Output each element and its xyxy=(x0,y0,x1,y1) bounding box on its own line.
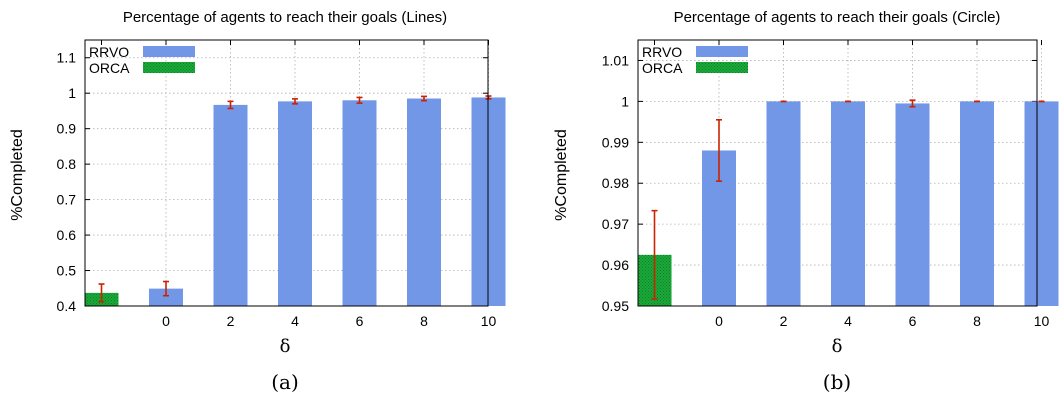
chart-title: Percentage of agents to reach their goal… xyxy=(123,9,447,26)
legend-swatch xyxy=(696,62,748,73)
x-tick-label: 10 xyxy=(1034,313,1050,329)
x-axis-label: δ xyxy=(280,336,291,357)
x-tick-label: 10 xyxy=(481,313,497,329)
rrvo-bar xyxy=(831,101,865,306)
x-axis-label: δ xyxy=(832,336,843,357)
legend-swatch xyxy=(143,46,195,57)
rrvo-bar xyxy=(407,98,441,307)
plot-frame xyxy=(84,39,489,307)
x-tick-label: 0 xyxy=(715,313,723,329)
y-tick-label: 0.6 xyxy=(57,227,77,243)
y-tick-label: 0.7 xyxy=(57,192,77,208)
y-tick-label: 1.01 xyxy=(602,52,629,68)
rrvo-bar xyxy=(213,104,248,307)
y-axis-label: %Completed xyxy=(9,129,26,221)
chart-circle: Percentage of agents to reach their goal… xyxy=(553,9,1059,394)
plot-frame xyxy=(637,39,1038,307)
y-tick-label: 0.96 xyxy=(602,257,629,273)
x-tick-label: 0 xyxy=(162,313,170,329)
y-tick-label: 0.8 xyxy=(57,156,77,172)
x-tick-label: 8 xyxy=(420,313,428,329)
chart-caption: (a) xyxy=(271,370,299,394)
y-axis-label: %Completed xyxy=(553,129,570,221)
y-tick-label: 1 xyxy=(68,85,76,101)
legend-label: ORCA xyxy=(89,60,130,76)
x-tick-label: 6 xyxy=(356,313,364,329)
x-tick-label: 4 xyxy=(844,313,852,329)
legend-swatch xyxy=(143,62,195,73)
chart-caption: (b) xyxy=(823,370,851,394)
x-tick-label: 4 xyxy=(291,313,299,329)
rrvo-bar xyxy=(960,101,994,306)
rrvo-bar xyxy=(149,288,183,306)
legend-label: RRVO xyxy=(89,44,129,60)
legend-swatch xyxy=(696,46,748,57)
y-tick-label: 1 xyxy=(621,93,629,109)
y-tick-label: 0.99 xyxy=(602,134,629,150)
x-tick-label: 2 xyxy=(227,313,235,329)
x-tick-label: 6 xyxy=(909,313,917,329)
y-tick-label: 0.97 xyxy=(602,216,629,232)
legend-label: RRVO xyxy=(642,44,682,60)
rrvo-bar xyxy=(278,101,312,306)
chart-lines: Percentage of agents to reach their goal… xyxy=(9,9,506,394)
rrvo-bar xyxy=(766,101,801,306)
rrvo-bar xyxy=(342,100,377,306)
y-tick-label: 0.95 xyxy=(602,298,629,314)
y-tick-label: 0.9 xyxy=(57,121,77,137)
rrvo-bar xyxy=(1024,101,1059,306)
rrvo-bar xyxy=(895,103,930,306)
x-tick-label: 8 xyxy=(973,313,981,329)
y-tick-label: 0.4 xyxy=(57,298,77,314)
chart-title: Percentage of agents to reach their goal… xyxy=(674,9,1001,26)
y-tick-label: 0.5 xyxy=(57,263,77,279)
x-tick-label: 2 xyxy=(780,313,788,329)
y-tick-label: 1.1 xyxy=(57,50,77,66)
y-tick-label: 0.98 xyxy=(602,175,629,191)
legend-label: ORCA xyxy=(642,60,683,76)
